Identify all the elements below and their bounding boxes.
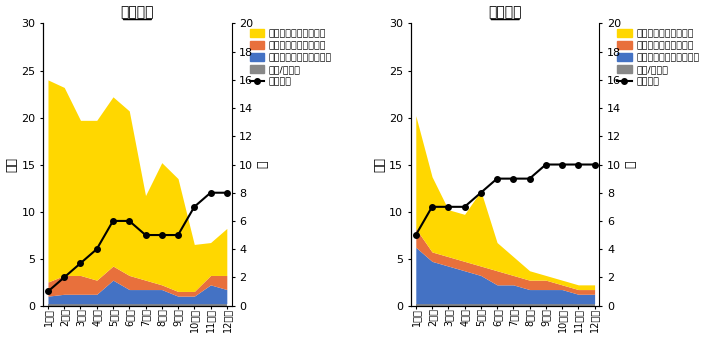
Y-axis label: 人: 人 [624,161,637,168]
Y-axis label: 人: 人 [256,161,269,168]
Title: 高再現群: 高再現群 [488,5,522,20]
Legend: 事業所内集団サービス, 事業所内個別サービス, 事業所外の個別サービス, 電話/メール, 就労者数: 事業所内集団サービス, 事業所内個別サービス, 事業所外の個別サービス, 電話/… [246,25,335,90]
Y-axis label: 時間: 時間 [373,157,387,172]
Title: 低再現群: 低再現群 [120,5,154,20]
Legend: 事業所内集団サービス, 事業所内個別サービス, 事業所外の個別サービス, 電話/メール, 就労者数: 事業所内集団サービス, 事業所内個別サービス, 事業所外の個別サービス, 電話/… [614,25,703,90]
Y-axis label: 時間: 時間 [6,157,19,172]
